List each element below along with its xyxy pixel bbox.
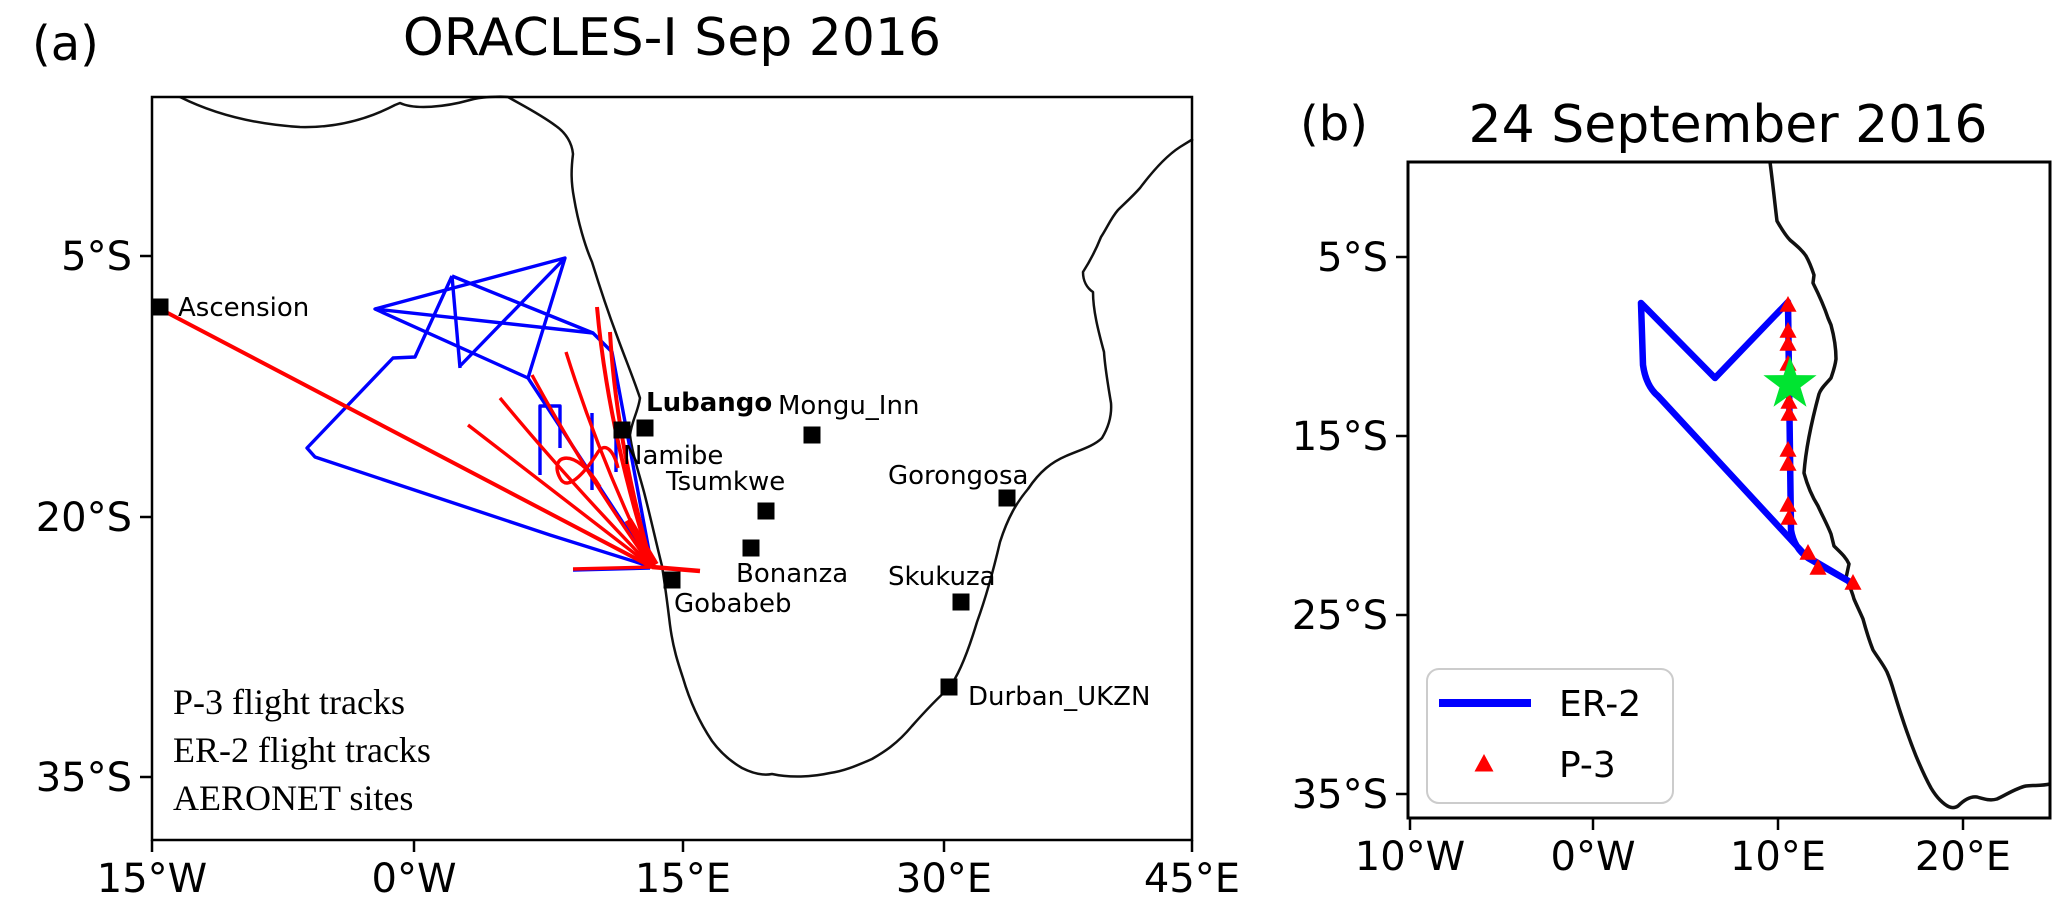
- p3-flight-tracks: [161, 306, 701, 574]
- panel-a-legend: P-3 flight tracks ER-2 flight tracks AERON…: [173, 682, 431, 818]
- x-tick-label: 20°E: [1915, 834, 2011, 880]
- x-tick-label: 10°E: [1730, 834, 1826, 880]
- panel-a: (a) ORACLES-I Sep 2016 Ascension Lubango N…: [32, 8, 1240, 902]
- legend-text-entry: P-3 flight tracks: [173, 682, 405, 722]
- panel-b-frame: [1406, 160, 2052, 820]
- p3-triangle-marker: [1779, 455, 1797, 471]
- er2-track-segment: [305, 275, 653, 569]
- p3-triangle-marker: [1780, 509, 1798, 525]
- p3-track-segment: [466, 423, 654, 569]
- site-square-marker: [952, 593, 970, 611]
- x-tick-label: 0°W: [1551, 834, 1636, 880]
- panel-b-label: (b): [1300, 96, 1368, 152]
- p3-track-markers: [1779, 296, 1862, 590]
- legend-item-label: P-3: [1559, 745, 1616, 786]
- p3-track-segment: [572, 565, 653, 571]
- legend-item-label: ER-2: [1559, 684, 1641, 725]
- site-square-marker: [940, 678, 958, 696]
- site-label: Tsumkwe: [665, 467, 785, 497]
- legend-triangle-swatch: [1474, 754, 1494, 772]
- site-square-marker: [636, 419, 654, 437]
- panel-a-axis-ticks: 15°W 0°W 15°E 30°E 45°E 5°S 20°S 35°S: [36, 234, 1240, 902]
- site-label: Bonanza: [736, 559, 848, 589]
- panel-a-label: (a): [32, 16, 99, 72]
- x-tick-label: 10°W: [1355, 834, 1465, 880]
- panel-b: (b) 24 September 2016 10°W 0°W 10°E 20°E 5°S…: [1292, 95, 2052, 880]
- y-tick-label: 35°S: [1292, 772, 1388, 818]
- panel-b-axis-ticks: 10°W 0°W 10°E 20°E 5°S 15°S 25°S 35°S: [1292, 235, 2011, 880]
- legend-text-entry: AERONET sites: [173, 778, 413, 818]
- site-square-marker: [757, 502, 775, 520]
- panel-a-title: ORACLES-I Sep 2016: [403, 8, 941, 68]
- panel-b-legend: ER-2 P-3: [1426, 668, 1674, 804]
- p3-triangle-marker: [1779, 335, 1797, 351]
- x-tick-label: 45°E: [1144, 856, 1240, 902]
- p3-track-segment: [624, 517, 659, 568]
- site-label: Durban_UKZN: [968, 682, 1150, 712]
- site-label: Mongu_Inn: [778, 391, 919, 421]
- site-square-marker: [998, 489, 1016, 507]
- site-label: Ascension: [178, 293, 309, 323]
- green-star-marker: [1763, 356, 1817, 407]
- site-square-marker: [803, 426, 821, 444]
- x-tick-label: 15°E: [635, 856, 731, 902]
- x-tick-label: 0°W: [372, 856, 457, 902]
- p3-track-segment: [161, 308, 653, 569]
- africa-coastline-a: [179, 95, 1194, 778]
- er2-track-segment: [450, 275, 462, 369]
- y-tick-label: 20°S: [36, 495, 132, 541]
- site-square-marker: [151, 298, 169, 316]
- panel-a-frame: [150, 95, 1194, 842]
- site-label: Gorongosa: [888, 461, 1028, 491]
- er2-track-b: [1637, 298, 1856, 587]
- y-tick-label: 5°S: [61, 234, 132, 280]
- p3-triangle-marker: [1799, 544, 1817, 560]
- site-label: Lubango: [646, 388, 772, 418]
- p3-triangle-marker: [1809, 559, 1827, 575]
- p3-track-segment: [651, 564, 701, 574]
- p3-triangle-marker: [1780, 393, 1798, 409]
- y-tick-label: 15°S: [1292, 414, 1388, 460]
- site-label: Gobabeb: [674, 589, 792, 619]
- star-icon: [1763, 356, 1817, 407]
- p3-triangle-marker: [1779, 441, 1797, 457]
- p3-triangle-marker: [1844, 574, 1862, 590]
- site-label: Skukuza: [888, 562, 996, 592]
- site-label: Namibe: [623, 441, 723, 471]
- panel-b-title: 24 September 2016: [1469, 95, 1988, 155]
- er2-track-segment: [458, 256, 567, 368]
- p3-triangle-marker: [1779, 322, 1797, 338]
- y-tick-label: 25°S: [1292, 593, 1388, 639]
- legend-text-entry: ER-2 flight tracks: [173, 730, 431, 770]
- p3-triangle-marker: [1779, 296, 1797, 312]
- y-tick-label: 5°S: [1317, 235, 1388, 281]
- legend-line-swatch: [1439, 699, 1531, 707]
- er2-track-segment: [374, 307, 594, 335]
- site-square-marker: [742, 539, 760, 557]
- site-square-marker: [613, 421, 631, 439]
- p3-triangle-marker: [1780, 405, 1798, 421]
- site-square-marker: [663, 571, 681, 589]
- p3-track-segment: [555, 445, 620, 488]
- y-tick-label: 35°S: [36, 755, 132, 801]
- africa-coastline-b: [1768, 161, 2051, 810]
- x-tick-label: 30°E: [896, 856, 992, 902]
- p3-triangle-marker: [1779, 496, 1797, 512]
- x-tick-label: 15°W: [97, 856, 207, 902]
- p3-track-segment: [608, 331, 654, 568]
